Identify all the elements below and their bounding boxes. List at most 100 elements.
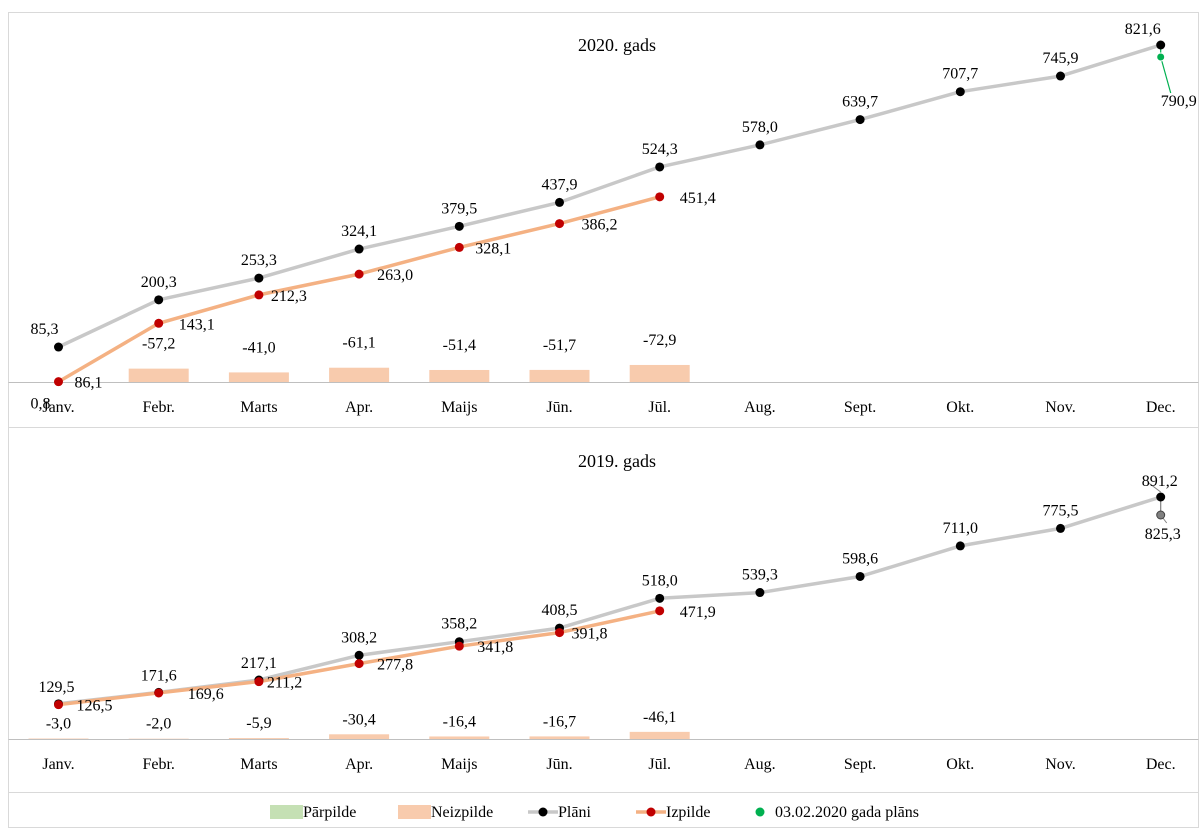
izpilde-point	[355, 270, 364, 279]
neizpilde-bar-label: -16,4	[443, 713, 476, 730]
x-tick-label: Nov.	[1045, 399, 1076, 416]
plan-point-label: 825,3	[1145, 526, 1181, 543]
neizpilde-bar-label: -16,7	[543, 713, 576, 730]
neizpilde-bar	[329, 734, 389, 739]
neizpilde-bar-label: -3,0	[46, 716, 71, 733]
plani-point	[755, 140, 764, 149]
plan-point-marker	[1157, 511, 1165, 519]
izpilde-point	[455, 243, 464, 252]
legend-label: Izpilde	[666, 804, 710, 821]
outer-border	[9, 13, 1199, 828]
plani-point	[355, 651, 364, 660]
izpilde-point	[254, 290, 263, 299]
x-tick-label: Apr.	[345, 399, 373, 416]
plani-point	[154, 295, 163, 304]
legend-marker-3	[647, 808, 656, 817]
plani-point-label: 171,6	[141, 667, 177, 684]
x-tick-label: Jūl.	[648, 756, 671, 773]
plani-point-label: 539,3	[742, 567, 778, 584]
plani-series-line	[59, 497, 1161, 704]
legend-swatch-1	[398, 805, 431, 819]
izpilde-point	[655, 606, 664, 615]
plani-point-label: 200,3	[141, 274, 177, 291]
x-tick-label: Maijs	[441, 399, 477, 416]
plani-point	[355, 245, 364, 254]
plani-series-line	[59, 45, 1161, 347]
x-tick-label: Dec.	[1146, 756, 1176, 773]
plani-point	[1056, 72, 1065, 81]
neizpilde-bar	[129, 369, 189, 382]
plan-point-leader	[1161, 57, 1171, 93]
neizpilde-bar	[530, 370, 590, 382]
plani-point	[956, 87, 965, 96]
chart-borders	[9, 13, 1199, 828]
neizpilde-bar	[630, 365, 690, 382]
plan-point-label: 790,9	[1161, 93, 1197, 110]
neizpilde-bar	[229, 372, 289, 382]
chart-panel-2020: 2020. gads-57,2-41,0-61,1-51,4-51,7-72,9…	[9, 21, 1199, 416]
izpilde-point-label: 328,1	[475, 240, 511, 257]
plani-point	[1156, 41, 1165, 50]
plani-point-label: 578,0	[742, 119, 778, 136]
x-tick-label: Aug.	[744, 756, 776, 773]
plan-point-marker	[1157, 53, 1165, 61]
plani-point-label: 821,6	[1125, 21, 1161, 38]
izpilde-point	[254, 677, 263, 686]
plani-point	[856, 572, 865, 581]
neizpilde-bar	[329, 368, 389, 382]
izpilde-point-label: 169,6	[188, 686, 224, 703]
plani-point-label: 253,3	[241, 252, 277, 269]
neizpilde-bar-label: -51,4	[443, 337, 476, 354]
izpilde-point	[555, 219, 564, 228]
x-tick-label: Aug.	[744, 399, 776, 416]
legend-marker-4	[756, 808, 765, 817]
plani-point-label: 711,0	[943, 520, 978, 537]
legend-swatch-0	[270, 805, 303, 819]
plani-point-label: 524,3	[642, 141, 678, 158]
x-tick-label: Maijs	[441, 756, 477, 773]
izpilde-point-label: 277,8	[377, 657, 413, 674]
plani-point-label: 745,9	[1043, 50, 1079, 67]
izpilde-point	[655, 192, 664, 201]
plani-point	[655, 162, 664, 171]
plani-point	[555, 198, 564, 207]
neizpilde-bar-label: -5,9	[246, 715, 271, 732]
neizpilde-bar	[429, 736, 489, 739]
plani-point	[655, 594, 664, 603]
neizpilde-bar	[530, 736, 590, 739]
x-tick-label: Okt.	[946, 756, 974, 773]
neizpilde-bar-label: -72,9	[643, 332, 676, 349]
izpilde-point	[154, 688, 163, 697]
x-tick-label: Jūn.	[546, 756, 572, 773]
plani-point-label: 891,2	[1142, 473, 1178, 490]
x-tick-label: Okt.	[946, 399, 974, 416]
plani-point	[956, 541, 965, 550]
x-tick-label: Febr.	[142, 399, 174, 416]
x-tick-label: Febr.	[142, 756, 174, 773]
izpilde-point-label: 0,8	[31, 396, 51, 413]
plani-point-label: 707,7	[942, 66, 978, 83]
plani-point-label: 308,2	[341, 629, 377, 646]
x-tick-label: Jūn.	[546, 399, 572, 416]
plani-point	[755, 588, 764, 597]
neizpilde-bar-label: -41,0	[242, 339, 275, 356]
neizpilde-bar-label: -61,1	[342, 335, 375, 352]
plani-point-label: 437,9	[542, 176, 578, 193]
neizpilde-bar	[229, 738, 289, 739]
izpilde-point	[455, 642, 464, 651]
plani-point-label: 598,6	[842, 550, 878, 567]
izpilde-point	[355, 659, 364, 668]
x-tick-label: Sept.	[844, 756, 876, 773]
chart-panel-2019: 2019. gads-3,0-2,0-5,9-30,4-16,4-16,7-46…	[9, 451, 1199, 773]
legend-label: Pārpilde	[303, 804, 356, 821]
plani-point-label: 775,5	[1043, 502, 1079, 519]
neizpilde-bar	[429, 370, 489, 382]
x-tick-label: Marts	[240, 756, 277, 773]
plani-point-label: 324,1	[341, 223, 377, 240]
legend-marker-2	[539, 808, 548, 817]
neizpilde-bar-label: -46,1	[643, 709, 676, 726]
plani-point	[54, 343, 63, 352]
x-tick-label: Janv.	[42, 756, 74, 773]
